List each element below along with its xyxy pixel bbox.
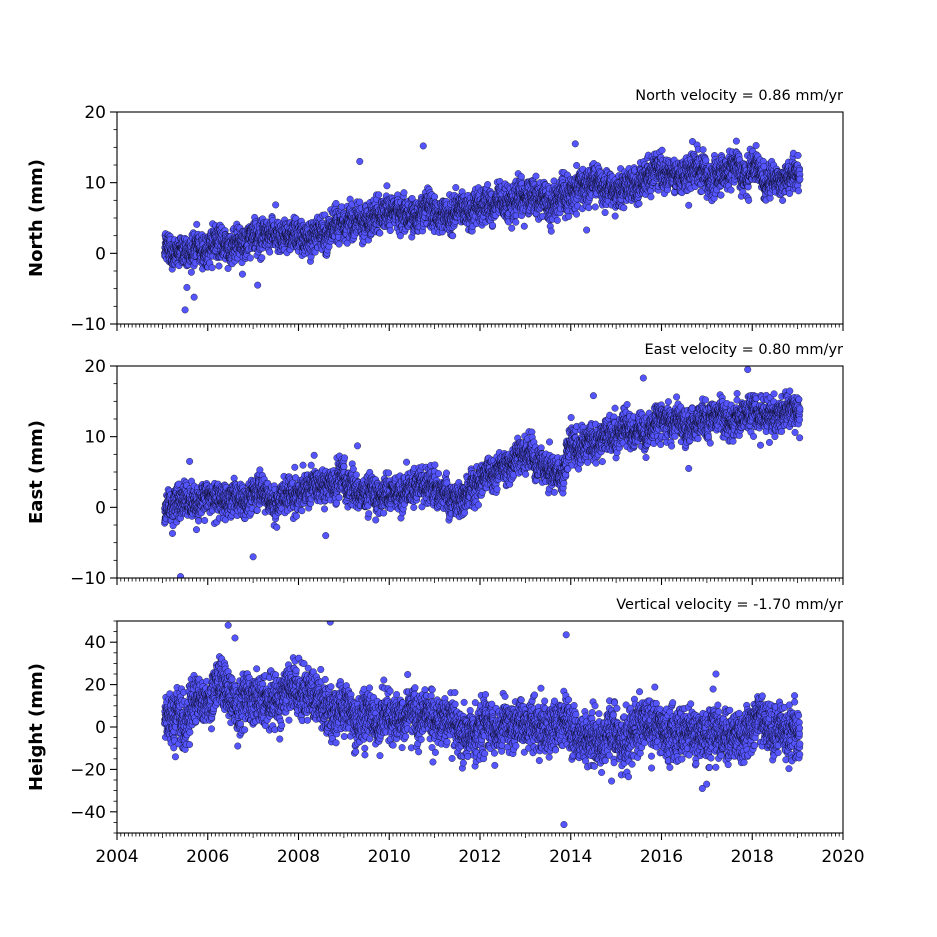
data-point — [647, 193, 655, 201]
data-point — [520, 222, 528, 230]
data-point — [752, 142, 760, 149]
data-point — [356, 198, 364, 206]
data-point — [215, 262, 223, 270]
data-point — [620, 204, 628, 212]
data-point — [573, 161, 581, 169]
data-point — [193, 220, 201, 228]
data-point — [727, 186, 735, 194]
data-point — [658, 146, 666, 154]
data-point — [635, 200, 643, 208]
data-point — [484, 181, 492, 189]
data-point — [512, 218, 520, 226]
data-point — [431, 193, 439, 201]
data-point — [238, 270, 246, 278]
data-point — [717, 191, 725, 199]
data-point — [732, 137, 740, 145]
data-point — [449, 232, 457, 240]
data-point — [183, 283, 191, 291]
data-point — [332, 199, 340, 207]
data-point — [376, 229, 384, 237]
data-point — [266, 248, 274, 256]
data-point — [547, 227, 555, 235]
data-point — [779, 196, 787, 204]
data-point — [517, 173, 525, 181]
data-point — [272, 201, 280, 209]
scatter-points-north — [161, 137, 804, 314]
data-point — [508, 224, 516, 232]
data-point — [452, 184, 460, 192]
data-point — [611, 212, 619, 220]
data-point — [335, 240, 343, 248]
data-point — [553, 216, 561, 224]
data-point — [699, 146, 707, 154]
data-point — [702, 156, 710, 164]
data-point — [375, 191, 383, 199]
data-point — [745, 196, 753, 204]
data-point — [208, 264, 216, 272]
data-point — [573, 210, 580, 218]
data-point — [565, 213, 573, 220]
data-point — [187, 268, 195, 276]
data-point — [532, 172, 540, 180]
data-point — [591, 203, 599, 211]
data-point — [400, 189, 408, 197]
data-point — [224, 264, 232, 272]
data-point — [386, 227, 394, 235]
data-point — [246, 254, 254, 262]
data-point — [601, 209, 609, 217]
data-point — [585, 204, 593, 212]
data-point — [258, 254, 266, 262]
data-point — [383, 182, 391, 190]
data-point — [489, 221, 497, 229]
